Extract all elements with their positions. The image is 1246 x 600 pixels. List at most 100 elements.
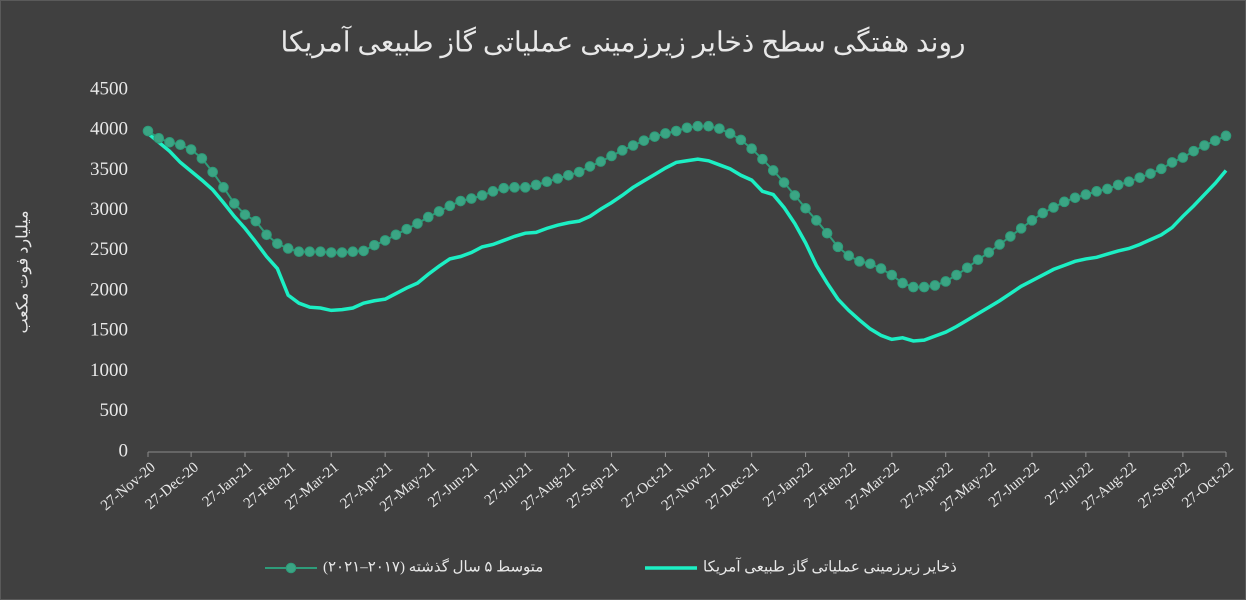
series-marker (261, 229, 272, 241)
series-marker (929, 280, 941, 291)
series-marker (983, 247, 995, 258)
series-marker (1145, 168, 1156, 179)
series-marker (1199, 140, 1210, 151)
y-tick-label: 500 (100, 400, 129, 421)
series-marker (595, 156, 607, 167)
y-tick-label: 2000 (90, 279, 128, 300)
series-marker (821, 227, 833, 239)
series-marker (746, 143, 757, 155)
y-tick-label: 3500 (90, 159, 128, 180)
series-marker (1209, 135, 1221, 146)
legend-label: متوسط ۵ سال گذشته (۲۰۱۷–۲۰۲۱) (323, 557, 543, 575)
series-marker (714, 123, 725, 134)
series-marker (627, 140, 639, 151)
series-marker (1005, 231, 1016, 242)
series-marker (466, 193, 477, 204)
series-marker (886, 269, 898, 281)
series-marker (218, 182, 229, 193)
y-tick-label: 1500 (90, 320, 128, 341)
series-marker (584, 161, 596, 172)
series-marker (1156, 163, 1167, 175)
series-marker (1188, 145, 1199, 157)
series-marker (918, 281, 930, 293)
series-marker (649, 131, 660, 142)
y-tick-label: 1000 (90, 360, 128, 381)
series-marker (250, 215, 262, 227)
series-marker (660, 128, 671, 139)
series-marker (724, 128, 736, 139)
series-marker (336, 247, 348, 258)
series-marker (455, 195, 466, 207)
y-axis-label: میلیارد فوت مکعب (15, 210, 32, 333)
series-marker (692, 120, 704, 132)
series-marker (530, 179, 542, 191)
series-marker (347, 246, 359, 257)
series-marker (541, 176, 553, 188)
series-marker (185, 144, 197, 155)
series-marker (1102, 183, 1113, 195)
series-marker (293, 246, 305, 257)
y-tick-label: 4500 (90, 78, 128, 99)
legend-label: ذخایر زیرزمینی عملیاتی گاز طبیعی آمریکا (703, 557, 957, 575)
series-marker (875, 263, 887, 274)
series-marker (1080, 189, 1092, 200)
series-marker (520, 182, 531, 193)
series-marker (153, 132, 165, 144)
series-marker (832, 241, 844, 253)
series-marker (369, 239, 380, 251)
series-marker (509, 182, 520, 193)
series-marker (1112, 179, 1124, 191)
series-marker (444, 200, 456, 212)
series-marker (940, 276, 952, 287)
series-marker (304, 246, 316, 257)
series-marker (552, 173, 563, 184)
series-marker (864, 258, 876, 270)
series-marker (778, 177, 790, 188)
series-marker (703, 120, 714, 132)
series-marker (487, 186, 499, 197)
series-marker (670, 125, 682, 137)
series-marker (811, 215, 822, 226)
series-marker (563, 169, 574, 181)
series-marker (1059, 196, 1070, 208)
series-marker (606, 150, 617, 162)
series-marker (282, 243, 294, 254)
y-tick-label: 4000 (90, 119, 128, 140)
series-marker (315, 246, 326, 257)
series-marker (175, 139, 186, 151)
series-marker (1026, 215, 1038, 226)
series-marker (1123, 176, 1135, 188)
chart-title: روند هفتگی سطح ذخایر زیرزمینی عملیاتی گا… (281, 24, 966, 58)
series-marker (196, 153, 208, 164)
series-marker (239, 209, 251, 220)
y-tick-label: 0 (119, 440, 129, 461)
series-marker (800, 202, 811, 214)
series-marker (422, 211, 434, 223)
series-marker (908, 281, 919, 293)
series-marker (228, 198, 240, 209)
series-marker (1015, 223, 1027, 234)
series-marker (433, 206, 445, 217)
series-marker (972, 254, 984, 266)
series-marker (412, 218, 423, 229)
y-tick-label: 3000 (90, 199, 128, 220)
series-marker (476, 190, 488, 201)
series-marker (1177, 152, 1189, 163)
series-marker (142, 125, 154, 137)
series-marker (854, 256, 865, 267)
series-marker (390, 229, 402, 241)
series-marker (325, 247, 337, 258)
series-marker (272, 238, 283, 249)
series-marker (757, 153, 768, 165)
series-marker (1048, 202, 1059, 213)
series-marker (638, 135, 650, 146)
series-marker (358, 245, 369, 257)
series-marker (498, 182, 510, 194)
series-marker (1069, 192, 1081, 204)
series-marker (681, 122, 693, 134)
series-marker (573, 166, 585, 178)
y-tick-label: 2500 (90, 239, 128, 260)
